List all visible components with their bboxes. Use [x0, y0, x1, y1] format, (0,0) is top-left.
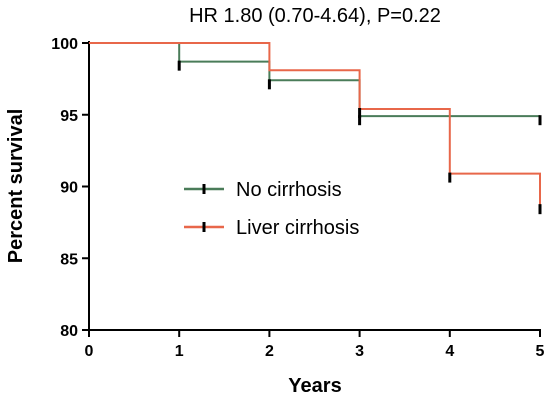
- x-tick-label-3: 3: [355, 343, 364, 360]
- y-tick-label-2: 90: [60, 180, 78, 197]
- legend: No cirrhosis Liver cirrhosis: [184, 179, 359, 239]
- x-tick-label-2: 2: [265, 343, 274, 360]
- series-line-0: [89, 42, 540, 118]
- legend-label-0: No cirrhosis: [236, 179, 342, 201]
- series-layer: [89, 42, 542, 215]
- y-tick-label-1: 85: [60, 251, 78, 268]
- x-tick-label-4: 4: [445, 343, 454, 360]
- y-tick-label-3: 95: [60, 108, 78, 125]
- y-tick-label-4: 100: [51, 36, 78, 53]
- legend-label-1: Liver cirrhosis: [236, 217, 359, 239]
- y-tick-label-0: 80: [60, 323, 78, 340]
- x-axis-label: Years: [288, 375, 341, 397]
- chart-title: HR 1.80 (0.70-4.64), P=0.22: [189, 5, 441, 27]
- x-tick-label-0: 0: [85, 343, 94, 360]
- axes: 0 1 2 3 4 5 80 85 90 95 100: [51, 36, 544, 360]
- x-tick-label-1: 1: [175, 343, 184, 360]
- y-axis-label: Percent survival: [5, 109, 27, 264]
- x-tick-label-5: 5: [536, 343, 545, 360]
